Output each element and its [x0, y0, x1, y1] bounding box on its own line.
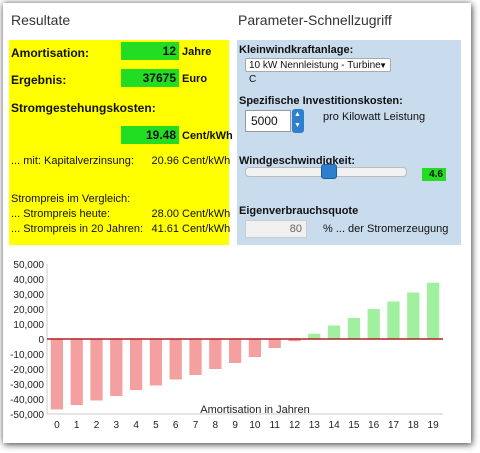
- bar: [70, 339, 83, 405]
- bar: [90, 339, 103, 401]
- amortisation-value: 12: [121, 42, 179, 60]
- y-tick-label: 10,000: [13, 320, 44, 331]
- x-tick-label: 11: [270, 420, 281, 431]
- y-tick-label: -50,000: [10, 410, 44, 421]
- x-tick-label: 7: [193, 420, 199, 431]
- bar: [110, 339, 123, 396]
- kapitalverzinsung-unit: Cent/kWh: [182, 155, 231, 167]
- x-tick-label: 5: [153, 420, 159, 431]
- ergebnis-value: 37675: [121, 69, 179, 87]
- strompreis-heute-value: 28.00: [151, 208, 179, 220]
- anlage-label: Kleinwindkraftanlage:: [239, 44, 354, 56]
- bar: [268, 339, 281, 348]
- bar: [288, 339, 301, 342]
- x-tick-label: 2: [94, 420, 100, 431]
- x-tick-label: 6: [173, 420, 179, 431]
- y-tick-label: 50,000: [13, 260, 44, 271]
- bar: [367, 309, 380, 339]
- bar: [308, 333, 321, 339]
- amortisation-chart: 50,000 40,000 30,000 20,000 10,000 0 -10,000 -2…: [10, 260, 443, 431]
- bar: [347, 318, 361, 339]
- bar: [248, 339, 262, 357]
- x-tick-label: 14: [329, 420, 341, 431]
- wind-slider-handle[interactable]: [321, 164, 337, 179]
- x-tick-label: 0: [54, 420, 60, 431]
- stepper-down-icon[interactable]: ▼: [294, 122, 301, 129]
- bar: [189, 339, 202, 375]
- bar: [149, 339, 163, 386]
- eigen-unit: % ... der Stromerzeugung: [323, 223, 449, 235]
- bar: [387, 301, 400, 339]
- y-tick-label: -30,000: [10, 380, 44, 391]
- chevron-down-icon: ▼: [379, 61, 387, 70]
- strompreis-20-unit: Cent/kWh: [182, 223, 231, 235]
- x-tick-label: 10: [249, 420, 261, 431]
- anlage-select-value: 10 kW Nennleistung - Turbine C: [249, 60, 381, 85]
- bar: [169, 339, 182, 380]
- bar: [209, 339, 222, 369]
- strompreis-20-label: ... Strompreis in 20 Jahren:: [11, 223, 144, 235]
- vergleich-label: Strompreis im Vergleich:: [11, 193, 131, 205]
- eigen-label: Eigenverbrauchsquote: [239, 205, 359, 217]
- x-tick-label: 8: [213, 420, 219, 431]
- app-frame: Resultate Parameter-Schnellzugriff Amort…: [3, 3, 471, 443]
- stepper-up-icon[interactable]: ▲: [294, 111, 301, 118]
- params-panel: Kleinwindkraftanlage: 10 kW Nennleistung…: [237, 40, 461, 245]
- bar: [129, 339, 143, 390]
- x-tick-label: 13: [309, 420, 321, 431]
- invest-unit: pro Kilowatt Leistung: [323, 111, 426, 123]
- bar: [50, 339, 64, 410]
- x-tick-label: 17: [388, 420, 400, 431]
- y-tick-label: 0: [38, 335, 44, 346]
- bar: [426, 282, 440, 339]
- bar: [327, 325, 341, 339]
- wind-value: 4.6: [422, 168, 446, 181]
- x-axis-title: Amortisation in Jahren: [200, 404, 309, 416]
- bar: [228, 339, 242, 363]
- x-tick-label: 9: [232, 420, 238, 431]
- params-heading: Parameter-Schnellzugriff: [238, 12, 392, 28]
- y-tick-label: 40,000: [13, 275, 44, 286]
- kapitalverzinsung-value: 20.96: [151, 155, 179, 167]
- stromkosten-unit: Cent/kWh: [182, 130, 233, 142]
- invest-input[interactable]: 5000: [245, 110, 291, 132]
- strompreis-heute-label: ... Strompreis heute:: [11, 208, 111, 220]
- y-tick-label: -10,000: [10, 350, 44, 361]
- x-tick-label: 19: [428, 420, 440, 431]
- x-tick-label: 12: [289, 420, 301, 431]
- results-panel: Amortisation: 12 Jahre Ergebnis: 37675 E…: [9, 40, 233, 245]
- results-heading: Resultate: [11, 12, 71, 28]
- x-tick-label: 16: [368, 420, 380, 431]
- strompreis-20-value: 41.61: [151, 223, 179, 235]
- x-tick-label: 1: [74, 420, 80, 431]
- y-tick-label: 20,000: [13, 305, 44, 316]
- y-tick-label: -40,000: [10, 395, 44, 406]
- strompreis-heute-unit: Cent/kWh: [182, 208, 231, 220]
- ergebnis-unit: Euro: [182, 73, 208, 85]
- x-tick-label: 15: [348, 420, 360, 431]
- x-tick-label: 4: [133, 420, 139, 431]
- stromkosten-value: 19.48: [121, 126, 179, 144]
- bar: [407, 292, 420, 339]
- y-tick-label: 30,000: [13, 290, 44, 301]
- anlage-select[interactable]: 10 kW Nennleistung - Turbine C ▼: [245, 58, 391, 85]
- eigen-input: 80: [245, 220, 307, 238]
- y-tick-label: -20,000: [10, 365, 44, 376]
- amortisation-unit: Jahre: [182, 46, 212, 58]
- invest-label: Spezifische Investitionskosten:: [239, 95, 403, 107]
- ergebnis-label: Ergebnis:: [11, 73, 67, 87]
- x-tick-label: 3: [114, 420, 120, 431]
- stromkosten-label: Stromgestehungskosten:: [11, 101, 156, 115]
- x-tick-label: 18: [408, 420, 420, 431]
- kapitalverzinsung-label: ... mit: Kapitalverzinsung:: [11, 155, 134, 167]
- invest-stepper[interactable]: ▲ ▼: [292, 109, 304, 133]
- amortisation-label: Amortisation:: [11, 46, 89, 60]
